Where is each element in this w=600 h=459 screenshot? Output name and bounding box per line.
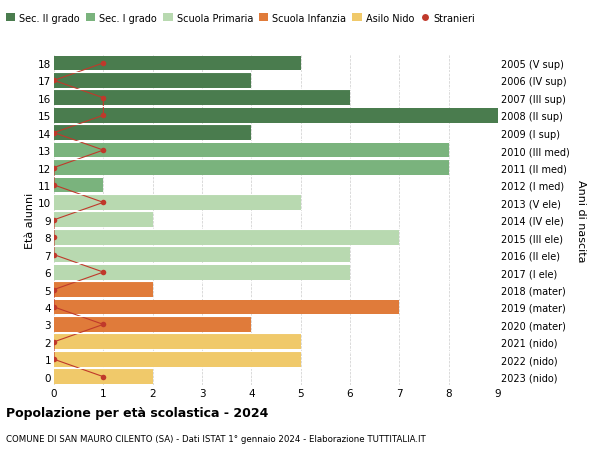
Point — [98, 147, 108, 154]
Bar — [54, 109, 498, 123]
Bar — [54, 74, 251, 89]
Point — [49, 252, 59, 259]
Point — [49, 356, 59, 363]
Bar — [54, 335, 301, 349]
Bar — [54, 248, 350, 263]
Bar — [54, 230, 400, 245]
Point — [49, 78, 59, 85]
Point — [49, 286, 59, 294]
Bar — [54, 126, 251, 141]
Bar — [54, 265, 350, 280]
Y-axis label: Anni di nascita: Anni di nascita — [576, 179, 586, 262]
Point — [98, 60, 108, 67]
Point — [49, 130, 59, 137]
Point — [49, 182, 59, 189]
Point — [98, 199, 108, 207]
Bar — [54, 213, 152, 228]
Point — [98, 373, 108, 381]
Bar — [54, 56, 301, 71]
Point — [49, 164, 59, 172]
Bar — [54, 300, 400, 315]
Bar — [54, 91, 350, 106]
Point — [49, 234, 59, 241]
Bar — [54, 282, 152, 297]
Text: COMUNE DI SAN MAURO CILENTO (SA) - Dati ISTAT 1° gennaio 2024 - Elaborazione TUT: COMUNE DI SAN MAURO CILENTO (SA) - Dati … — [6, 434, 426, 443]
Point — [98, 95, 108, 102]
Legend: Sec. II grado, Sec. I grado, Scuola Primaria, Scuola Infanzia, Asilo Nido, Stran: Sec. II grado, Sec. I grado, Scuola Prim… — [5, 14, 475, 24]
Bar — [54, 196, 301, 210]
Point — [98, 269, 108, 276]
Point — [49, 303, 59, 311]
Bar — [54, 369, 152, 384]
Bar — [54, 161, 449, 175]
Bar — [54, 143, 449, 158]
Point — [49, 338, 59, 346]
Point — [98, 321, 108, 328]
Bar — [54, 317, 251, 332]
Point — [98, 112, 108, 120]
Bar — [54, 178, 103, 193]
Text: Popolazione per età scolastica - 2024: Popolazione per età scolastica - 2024 — [6, 406, 268, 419]
Point — [49, 217, 59, 224]
Bar — [54, 352, 301, 367]
Y-axis label: Età alunni: Età alunni — [25, 192, 35, 248]
